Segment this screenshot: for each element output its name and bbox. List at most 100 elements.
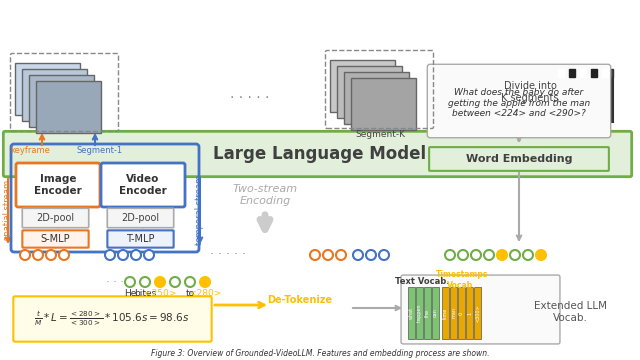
Bar [474, 287, 481, 339]
Text: He: He [124, 288, 136, 297]
Text: 2D-pool: 2D-pool [36, 213, 74, 223]
Circle shape [353, 250, 363, 260]
Text: keyframe: keyframe [10, 145, 50, 154]
Text: De-Tokenize: De-Tokenize [268, 295, 333, 305]
Circle shape [445, 250, 455, 260]
Polygon shape [558, 69, 564, 77]
FancyBboxPatch shape [3, 131, 632, 177]
Circle shape [125, 277, 135, 287]
Circle shape [33, 250, 43, 260]
FancyBboxPatch shape [13, 296, 212, 342]
Text: Timestamps
Vocab.: Timestamps Vocab. [436, 270, 488, 290]
Text: <280>: <280> [189, 288, 221, 297]
Text: 2D-pool: 2D-pool [121, 213, 159, 223]
Text: man: man [451, 307, 456, 319]
Text: Extended LLM
Vocab.: Extended LLM Vocab. [534, 301, 607, 323]
Bar [466, 287, 473, 339]
Circle shape [336, 250, 346, 260]
FancyBboxPatch shape [401, 275, 560, 344]
Text: T-MLP: T-MLP [125, 234, 154, 244]
Polygon shape [591, 69, 597, 77]
Circle shape [170, 277, 180, 287]
Text: Word Embedding: Word Embedding [466, 154, 572, 164]
Bar [344, 72, 409, 124]
Circle shape [118, 250, 128, 260]
Bar [558, 69, 613, 77]
Bar [424, 287, 431, 339]
Text: 1: 1 [467, 311, 472, 315]
Text: Figure 3: Overview of Grounded-VideoLLM. Features and embedding process are show: Figure 3: Overview of Grounded-VideoLLM.… [151, 348, 489, 357]
Polygon shape [569, 69, 575, 77]
Circle shape [131, 250, 141, 260]
Text: $\frac{t}{M}*L=\frac{<280>}{<300>}*105.6s=98.6s$: $\frac{t}{M}*L=\frac{<280>}{<300>}*105.6… [34, 310, 190, 328]
Circle shape [379, 250, 389, 260]
Text: Image
Encoder: Image Encoder [34, 174, 82, 196]
Text: Video
Encoder: Video Encoder [119, 174, 167, 196]
Bar [432, 287, 439, 339]
FancyBboxPatch shape [108, 230, 173, 248]
Polygon shape [580, 69, 586, 77]
Circle shape [458, 250, 468, 260]
Bar [330, 60, 395, 112]
Bar [15, 63, 80, 115]
Text: Two-stream
Encoding: Two-stream Encoding [232, 184, 298, 206]
Text: the: the [425, 309, 430, 317]
FancyBboxPatch shape [16, 163, 100, 207]
Circle shape [471, 250, 481, 260]
Text: <300>: <300> [475, 304, 480, 322]
FancyBboxPatch shape [108, 208, 173, 228]
FancyBboxPatch shape [101, 163, 185, 207]
Circle shape [366, 250, 376, 260]
Text: what: what [409, 307, 414, 319]
Text: <250>: <250> [144, 288, 176, 297]
Text: time: time [443, 307, 448, 319]
Text: What does the baby do after
getting the apple from the man
between <224> and <29: What does the baby do after getting the … [448, 88, 590, 118]
Text: Segment-1: Segment-1 [77, 145, 123, 154]
Circle shape [155, 277, 165, 287]
Text: to: to [186, 288, 195, 297]
Circle shape [144, 250, 154, 260]
Bar [458, 287, 465, 339]
FancyBboxPatch shape [428, 64, 611, 138]
Circle shape [310, 250, 320, 260]
Text: spatial stream: spatial stream [3, 180, 13, 240]
Bar [450, 287, 457, 339]
Circle shape [200, 277, 210, 287]
Bar [442, 287, 449, 339]
Circle shape [140, 277, 150, 287]
Circle shape [536, 250, 546, 260]
Text: bites: bites [134, 288, 156, 297]
Polygon shape [602, 69, 608, 77]
Bar [416, 287, 423, 339]
Text: temporal stream: temporal stream [195, 175, 205, 245]
Bar [29, 75, 94, 127]
Circle shape [20, 250, 30, 260]
Circle shape [484, 250, 494, 260]
Bar [351, 78, 416, 130]
Bar [337, 66, 402, 118]
Circle shape [510, 250, 520, 260]
Circle shape [185, 277, 195, 287]
Bar [36, 81, 101, 133]
Text: Large Language Model: Large Language Model [213, 145, 427, 163]
Text: Divide into
K segments: Divide into K segments [501, 81, 559, 103]
Text: can: can [433, 309, 438, 318]
Text: Segment-K: Segment-K [355, 130, 405, 139]
Text: S-MLP: S-MLP [40, 234, 70, 244]
Circle shape [523, 250, 533, 260]
FancyBboxPatch shape [22, 230, 88, 248]
Bar [408, 287, 415, 339]
Circle shape [105, 250, 115, 260]
Circle shape [59, 250, 69, 260]
FancyBboxPatch shape [22, 208, 89, 228]
Text: 0: 0 [459, 311, 464, 315]
FancyBboxPatch shape [429, 147, 609, 171]
Text: · · · · ·: · · · · · [210, 248, 246, 261]
Text: happen: happen [417, 304, 422, 322]
Text: · · · · ·: · · · · · [230, 91, 269, 105]
Text: · · ·: · · · [106, 277, 124, 287]
Circle shape [497, 250, 507, 260]
Bar [558, 77, 613, 122]
Circle shape [323, 250, 333, 260]
Bar [22, 69, 87, 121]
